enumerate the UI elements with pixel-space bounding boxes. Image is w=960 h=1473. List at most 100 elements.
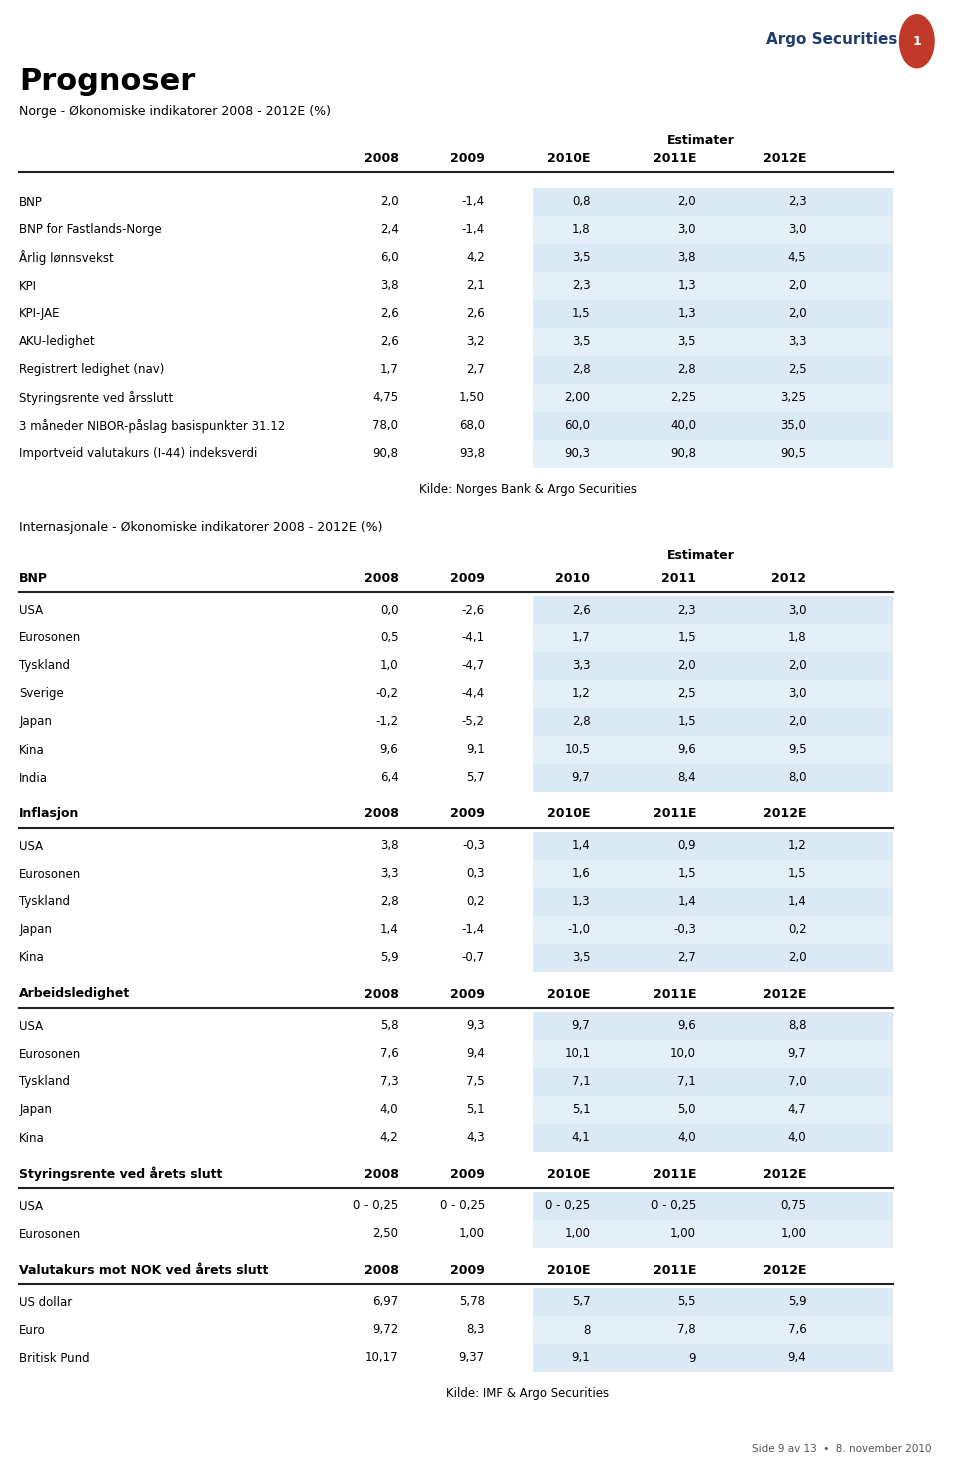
- Text: -1,4: -1,4: [462, 224, 485, 237]
- Text: 1,8: 1,8: [572, 224, 590, 237]
- Text: 2,0: 2,0: [788, 716, 806, 729]
- Bar: [533, 328, 893, 356]
- Text: 7,6: 7,6: [379, 1047, 398, 1061]
- Text: Estimater: Estimater: [667, 549, 734, 563]
- Text: Sverige: Sverige: [19, 688, 64, 701]
- Text: US dollar: US dollar: [19, 1295, 72, 1308]
- Text: 9,1: 9,1: [466, 744, 485, 757]
- Text: 3,0: 3,0: [788, 224, 806, 237]
- Text: 0,9: 0,9: [678, 840, 696, 853]
- Text: 2,6: 2,6: [571, 604, 590, 617]
- Text: 2,0: 2,0: [788, 660, 806, 673]
- Text: 7,1: 7,1: [677, 1075, 696, 1089]
- Bar: [533, 412, 893, 440]
- Text: 9,6: 9,6: [677, 744, 696, 757]
- Bar: [533, 709, 893, 736]
- Text: 2,6: 2,6: [466, 308, 485, 321]
- Text: 2011E: 2011E: [653, 1168, 696, 1180]
- Text: -4,4: -4,4: [462, 688, 485, 701]
- Text: 90,3: 90,3: [564, 448, 590, 461]
- Text: 3,3: 3,3: [572, 660, 590, 673]
- Text: Arbeidsledighet: Arbeidsledighet: [19, 987, 131, 1000]
- Text: 2012: 2012: [772, 572, 806, 585]
- Text: 5,8: 5,8: [380, 1019, 398, 1033]
- Bar: [533, 384, 893, 412]
- Bar: [533, 1040, 893, 1068]
- Text: 2,7: 2,7: [466, 364, 485, 377]
- Text: Registrert ledighet (nav): Registrert ledighet (nav): [19, 364, 164, 377]
- Text: 2009: 2009: [450, 572, 485, 585]
- Text: 2008: 2008: [364, 1264, 398, 1277]
- Text: 2008: 2008: [364, 152, 398, 165]
- Text: 9,6: 9,6: [677, 1019, 696, 1033]
- Text: 0,2: 0,2: [467, 896, 485, 909]
- Text: 3,2: 3,2: [467, 336, 485, 349]
- Text: 1,00: 1,00: [670, 1227, 696, 1240]
- Text: USA: USA: [19, 1019, 43, 1033]
- Bar: [533, 1192, 893, 1220]
- Text: -4,1: -4,1: [462, 632, 485, 645]
- Text: 1,4: 1,4: [787, 896, 806, 909]
- Bar: [533, 356, 893, 384]
- Text: 7,0: 7,0: [788, 1075, 806, 1089]
- Text: Eurosonen: Eurosonen: [19, 1227, 82, 1240]
- Text: 2011E: 2011E: [653, 152, 696, 165]
- Text: 5,7: 5,7: [467, 772, 485, 785]
- Bar: [533, 245, 893, 273]
- Text: 9,7: 9,7: [787, 1047, 806, 1061]
- Text: 2011E: 2011E: [653, 807, 696, 820]
- Text: 1,3: 1,3: [678, 280, 696, 293]
- Text: 2010: 2010: [556, 572, 590, 585]
- Text: 9,7: 9,7: [571, 772, 590, 785]
- Text: 2,0: 2,0: [788, 308, 806, 321]
- Text: 1,5: 1,5: [678, 868, 696, 881]
- Text: 2,50: 2,50: [372, 1227, 398, 1240]
- Text: -0,7: -0,7: [462, 952, 485, 965]
- Text: 8,4: 8,4: [678, 772, 696, 785]
- Text: 10,5: 10,5: [564, 744, 590, 757]
- Text: 0,75: 0,75: [780, 1199, 806, 1212]
- Text: 3,5: 3,5: [572, 252, 590, 265]
- Text: 1,4: 1,4: [571, 840, 590, 853]
- Text: 6,97: 6,97: [372, 1295, 398, 1308]
- Text: 4,7: 4,7: [787, 1103, 806, 1117]
- Text: 4,75: 4,75: [372, 392, 398, 405]
- Bar: [533, 1315, 893, 1343]
- Text: -0,2: -0,2: [375, 688, 398, 701]
- Text: 9,37: 9,37: [459, 1352, 485, 1364]
- Text: USA: USA: [19, 1199, 43, 1212]
- Text: 0,0: 0,0: [380, 604, 398, 617]
- Text: 90,5: 90,5: [780, 448, 806, 461]
- Text: 60,0: 60,0: [564, 420, 590, 433]
- Text: 6,0: 6,0: [380, 252, 398, 265]
- Text: Kina: Kina: [19, 1131, 45, 1145]
- Text: 7,5: 7,5: [467, 1075, 485, 1089]
- Bar: [533, 1287, 893, 1315]
- Text: 8,8: 8,8: [788, 1019, 806, 1033]
- Text: 2,0: 2,0: [380, 196, 398, 209]
- Text: Tyskland: Tyskland: [19, 1075, 70, 1089]
- Text: -0,3: -0,3: [673, 924, 696, 937]
- Text: 2,3: 2,3: [788, 196, 806, 209]
- Text: 2,0: 2,0: [788, 952, 806, 965]
- Text: 4,0: 4,0: [678, 1131, 696, 1145]
- Text: 2,7: 2,7: [677, 952, 696, 965]
- Text: 4,5: 4,5: [788, 252, 806, 265]
- Text: KPI-JAE: KPI-JAE: [19, 308, 60, 321]
- Text: 2,6: 2,6: [379, 308, 398, 321]
- Text: 2,5: 2,5: [678, 688, 696, 701]
- Text: 2011E: 2011E: [653, 987, 696, 1000]
- Text: Tyskland: Tyskland: [19, 660, 70, 673]
- Text: -4,7: -4,7: [462, 660, 485, 673]
- Text: 3,8: 3,8: [380, 840, 398, 853]
- Text: 2,0: 2,0: [678, 660, 696, 673]
- Bar: [533, 1012, 893, 1040]
- Text: 2010E: 2010E: [547, 1168, 590, 1180]
- Text: 1,5: 1,5: [572, 308, 590, 321]
- Text: 2012E: 2012E: [763, 1264, 806, 1277]
- Text: 2009: 2009: [450, 152, 485, 165]
- Text: 35,0: 35,0: [780, 420, 806, 433]
- Text: 0,3: 0,3: [467, 868, 485, 881]
- Text: 2012E: 2012E: [763, 807, 806, 820]
- Text: 2008: 2008: [364, 572, 398, 585]
